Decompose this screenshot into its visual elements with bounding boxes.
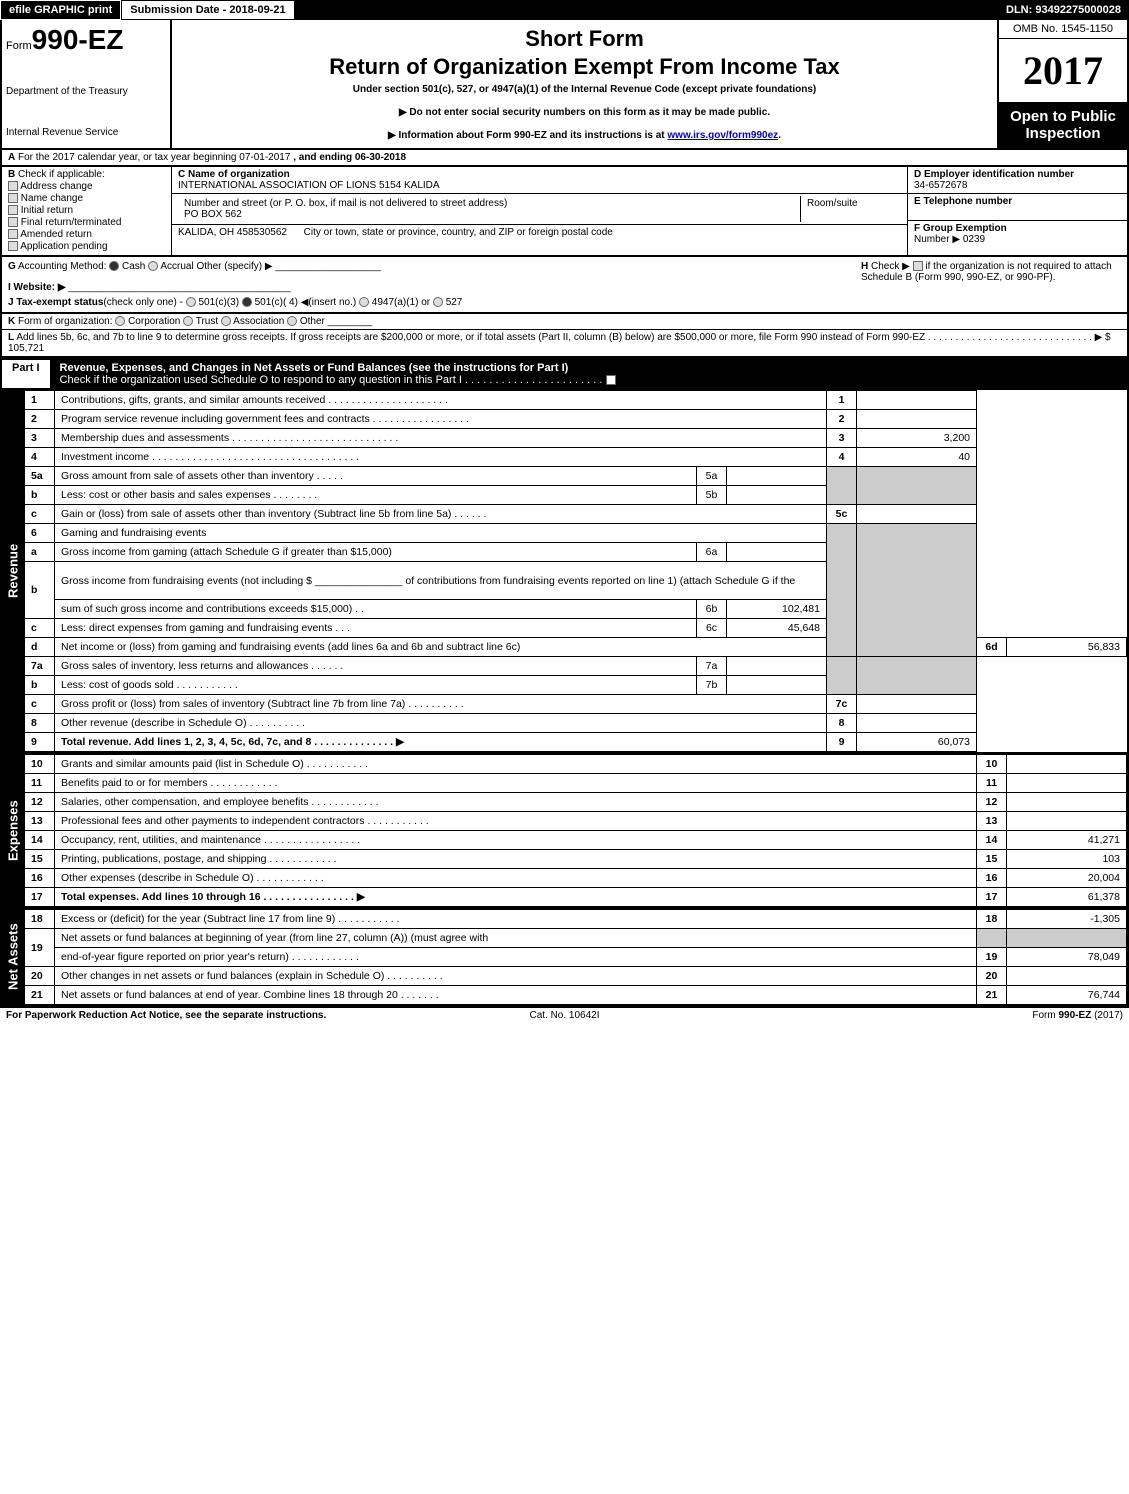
phone-label: E Telephone number bbox=[914, 196, 1012, 207]
radio-association[interactable] bbox=[221, 316, 231, 326]
radio-501c3[interactable] bbox=[186, 297, 196, 307]
column-def: D Employer identification number 34-6572… bbox=[907, 167, 1127, 255]
net-assets-table: 18Excess or (deficit) for the year (Subt… bbox=[24, 909, 1127, 1005]
revenue-section: Revenue 1Contributions, gifts, grants, a… bbox=[0, 390, 1129, 754]
row-k: K Form of organization: Corporation Trus… bbox=[0, 314, 1129, 330]
room-suite-label: Room/suite bbox=[801, 196, 901, 222]
check-schedule-o[interactable] bbox=[606, 375, 616, 385]
dept-treasury: Department of the Treasury bbox=[6, 86, 166, 97]
dln-label: DLN: 93492275000028 bbox=[998, 1, 1129, 19]
revenue-side-label: Revenue bbox=[2, 390, 24, 752]
check-application-pending[interactable]: Application pending bbox=[8, 241, 165, 252]
ein-value: 34-6572678 bbox=[914, 180, 967, 191]
row-ghij: G Accounting Method: Cash Accrual Other … bbox=[0, 257, 1129, 314]
check-amended-return[interactable]: Amended return bbox=[8, 229, 165, 240]
year-box: OMB No. 1545-1150 2017 Open to Public In… bbox=[997, 20, 1127, 148]
schedule-o-check-line: Check if the organization used Schedule … bbox=[60, 374, 603, 386]
title-box: Short Form Return of Organization Exempt… bbox=[172, 20, 997, 148]
addr-label: Number and street (or P. O. box, if mail… bbox=[184, 198, 507, 209]
check-name-change[interactable]: Name change bbox=[8, 193, 165, 204]
check-schedule-b[interactable] bbox=[913, 261, 923, 271]
check-address-change[interactable]: Address change bbox=[8, 181, 165, 192]
open-to-public: Open to Public Inspection bbox=[999, 102, 1127, 148]
expenses-table: 10Grants and similar amounts paid (list … bbox=[24, 754, 1127, 907]
radio-trust[interactable] bbox=[183, 316, 193, 326]
org-name: INTERNATIONAL ASSOCIATION OF LIONS 5154 … bbox=[178, 180, 440, 191]
radio-501c[interactable] bbox=[242, 297, 252, 307]
footer-left: For Paperwork Reduction Act Notice, see … bbox=[6, 1010, 378, 1021]
section-bcdef: B Check if applicable: Address change Na… bbox=[0, 167, 1129, 257]
revenue-table: 1Contributions, gifts, grants, and simil… bbox=[24, 390, 1127, 752]
row-l-text: Add lines 5b, 6c, and 7b to line 9 to de… bbox=[8, 332, 1111, 354]
row-l: L Add lines 5b, 6c, and 7b to line 9 to … bbox=[0, 330, 1129, 358]
form-number-box: Form990-EZ Department of the Treasury In… bbox=[2, 20, 172, 148]
page-footer: For Paperwork Reduction Act Notice, see … bbox=[0, 1007, 1129, 1023]
radio-other[interactable] bbox=[287, 316, 297, 326]
group-exemption-label: F Group Exemption bbox=[914, 223, 1007, 234]
expenses-side-label: Expenses bbox=[2, 754, 24, 907]
radio-accrual[interactable] bbox=[148, 261, 158, 271]
ssn-warning: ▶ Do not enter social security numbers o… bbox=[178, 107, 991, 118]
submission-date: Submission Date - 2018-09-21 bbox=[121, 0, 294, 20]
expenses-section: Expenses 10Grants and similar amounts pa… bbox=[0, 754, 1129, 909]
radio-4947[interactable] bbox=[359, 297, 369, 307]
radio-527[interactable] bbox=[433, 297, 443, 307]
return-title: Return of Organization Exempt From Incom… bbox=[178, 54, 991, 80]
radio-cash[interactable] bbox=[109, 261, 119, 271]
net-assets-side-label: Net Assets bbox=[2, 909, 24, 1005]
form990ez-link[interactable]: www.irs.gov/form990ez bbox=[667, 130, 778, 141]
part-1-title: Revenue, Expenses, and Changes in Net As… bbox=[60, 362, 569, 374]
form-number: 990-EZ bbox=[32, 24, 124, 55]
form-header: Form990-EZ Department of the Treasury In… bbox=[0, 20, 1129, 150]
short-form-title: Short Form bbox=[178, 26, 991, 52]
row-a: A For the 2017 calendar year, or tax yea… bbox=[0, 150, 1129, 167]
check-final-return[interactable]: Final return/terminated bbox=[8, 217, 165, 228]
footer-form-ref: Form 990-EZ (2017) bbox=[751, 1010, 1123, 1021]
org-address: PO BOX 562 bbox=[184, 209, 242, 220]
c-name-label: C Name of organization bbox=[178, 169, 290, 180]
header-bar: efile GRAPHIC print Submission Date - 20… bbox=[0, 0, 1129, 20]
under-section-note: Under section 501(c), 527, or 4947(a)(1)… bbox=[178, 84, 991, 95]
group-exemption-value: 0239 bbox=[963, 234, 985, 245]
tax-year: 2017 bbox=[999, 39, 1127, 102]
info-link-line: ▶ Information about Form 990-EZ and its … bbox=[178, 130, 991, 141]
radio-corporation[interactable] bbox=[115, 316, 125, 326]
efile-print-label: efile GRAPHIC print bbox=[0, 0, 121, 20]
website-label: I Website: ▶ bbox=[8, 282, 66, 293]
net-assets-section: Net Assets 18Excess or (deficit) for the… bbox=[0, 909, 1129, 1007]
part-1-label: Part I bbox=[2, 360, 52, 388]
part-1-header: Part I Revenue, Expenses, and Changes in… bbox=[0, 358, 1129, 390]
column-c: C Name of organization INTERNATIONAL ASS… bbox=[172, 167, 907, 255]
org-city: KALIDA, OH 458530562 bbox=[178, 227, 287, 238]
check-initial-return[interactable]: Initial return bbox=[8, 205, 165, 216]
footer-cat-no: Cat. No. 10642I bbox=[378, 1010, 750, 1021]
city-label: City or town, state or province, country… bbox=[304, 227, 613, 238]
column-b: B Check if applicable: Address change Na… bbox=[2, 167, 172, 255]
omb-number: OMB No. 1545-1150 bbox=[999, 20, 1127, 39]
form-prefix: Form bbox=[6, 40, 32, 52]
ein-label: D Employer identification number bbox=[914, 169, 1074, 180]
irs-label: Internal Revenue Service bbox=[6, 127, 166, 138]
